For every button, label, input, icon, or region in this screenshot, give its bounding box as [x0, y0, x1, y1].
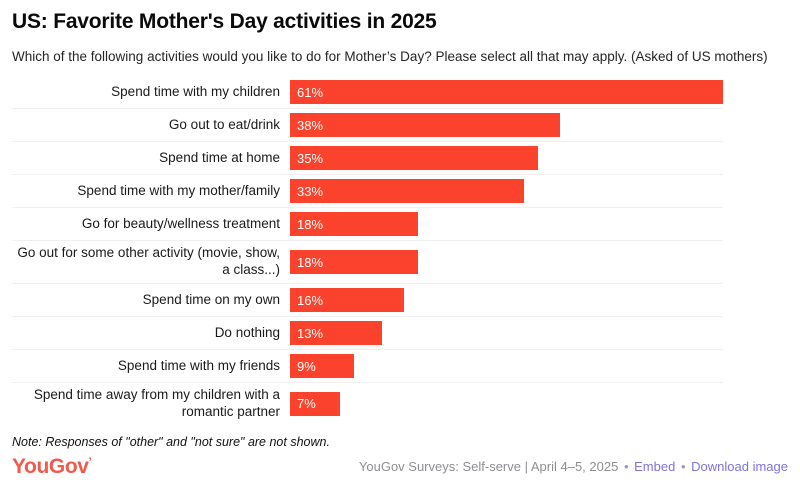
chart-row: Spend time away from my children with a … — [12, 383, 723, 425]
category-label: Spend time with my children — [111, 83, 280, 99]
bar-value-label: 61% — [297, 84, 324, 100]
bar: 16% — [290, 288, 404, 312]
category-label: Spend time with my mother/family — [77, 182, 280, 198]
bar-chart: Spend time with my children 61% Go out to … — [12, 76, 723, 425]
bullet-separator: • — [623, 458, 629, 474]
chart-row: Spend time at home 35% — [12, 142, 723, 176]
chart-row: Spend time with my mother/family 33% — [12, 175, 723, 209]
bar-track: 33% — [290, 179, 723, 204]
yougov-logo-text: YouGov — [12, 454, 89, 478]
bar-track: 18% — [290, 250, 723, 275]
bar: 33% — [290, 179, 525, 204]
category-label: Go out for some other activity (movie, s… — [17, 245, 280, 278]
bar-track: 35% — [290, 146, 723, 171]
bar-track: 61% — [290, 80, 723, 105]
bar: 18% — [290, 250, 418, 275]
bar-track: 13% — [290, 321, 723, 345]
bar-track: 18% — [290, 212, 723, 237]
chart-row: Spend time with my children 61% — [12, 76, 723, 110]
bar-value-label: 13% — [297, 325, 324, 341]
category-label: Spend time at home — [159, 149, 280, 165]
embed-link[interactable]: Embed — [634, 458, 676, 474]
footnote: Note: Responses of "other" and "not sure… — [12, 434, 330, 449]
bar: 18% — [290, 212, 418, 237]
bar-track: 7% — [290, 391, 723, 416]
bar: 61% — [290, 80, 723, 105]
chart-subtitle: Which of the following activities would … — [12, 49, 768, 64]
chart-row: Spend time on my own 16% — [12, 284, 723, 317]
footer: YouGov’ YouGov Surveys: Self-serve | Apr… — [12, 456, 788, 477]
bar: 7% — [290, 391, 340, 416]
chart-row: Go out to eat/drink 38% — [12, 109, 723, 143]
category-label: Spend time away from my children with a … — [33, 387, 280, 419]
footer-meta: YouGov Surveys: Self-serve | April 4–5, … — [359, 459, 788, 474]
yougov-logo-tick-icon: ’ — [88, 454, 92, 469]
bar-value-label: 38% — [297, 117, 324, 133]
bullet-separator: • — [680, 458, 686, 474]
bar-track: 9% — [290, 354, 723, 378]
bar-track: 38% — [290, 113, 723, 138]
category-label: Go for beauty/wellness treatment — [81, 215, 280, 231]
bar-value-label: 18% — [297, 216, 324, 232]
bar: 35% — [290, 146, 539, 171]
source-text: YouGov Surveys: Self-serve | April 4–5, … — [358, 458, 619, 474]
bar-value-label: 9% — [297, 358, 316, 374]
download-image-link[interactable]: Download image — [691, 458, 788, 474]
bar-value-label: 33% — [297, 183, 324, 199]
bar-value-label: 35% — [297, 150, 324, 166]
bar: 13% — [290, 321, 383, 345]
bar-value-label: 7% — [297, 396, 316, 412]
chart-row: Spend time with my friends 9% — [12, 350, 723, 383]
category-label: Do nothing — [214, 324, 280, 340]
category-label: Spend time on my own — [142, 291, 280, 307]
bar-value-label: 16% — [297, 292, 324, 308]
bar-track: 16% — [290, 288, 723, 312]
chart-row: Go out for some other activity (movie, s… — [12, 241, 723, 284]
chart-title: US: Favorite Mother's Day activities in … — [12, 10, 437, 33]
bar: 38% — [290, 113, 560, 138]
category-label: Go out to eat/drink — [168, 116, 280, 132]
yougov-logo[interactable]: YouGov’ — [12, 454, 92, 478]
bar: 9% — [290, 354, 354, 378]
chart-row: Do nothing 13% — [12, 317, 723, 350]
bar-value-label: 18% — [297, 254, 324, 270]
category-label: Spend time with my friends — [117, 357, 280, 373]
chart-row: Go for beauty/wellness treatment 18% — [12, 208, 723, 242]
